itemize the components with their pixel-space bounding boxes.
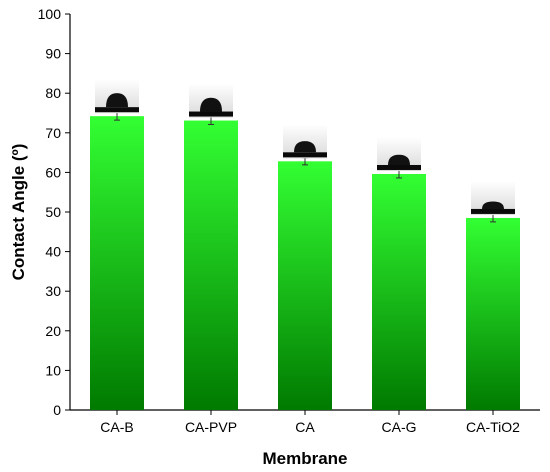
x-tick-label: CA-G — [382, 419, 417, 435]
bar — [90, 116, 144, 410]
y-tick-label: 70 — [45, 125, 61, 141]
x-tick-label: CA-PVP — [185, 419, 237, 435]
droplet-substrate — [377, 164, 421, 170]
droplet-icon — [482, 201, 504, 209]
droplet-substrate — [471, 208, 515, 214]
x-tick-label: CA — [295, 419, 315, 435]
bar — [184, 120, 238, 411]
droplet-icon — [388, 154, 410, 165]
droplet-substrate — [189, 111, 233, 117]
x-tick-label: CA-B — [100, 419, 133, 435]
droplet-substrate — [283, 152, 327, 158]
y-tick-label: 40 — [45, 244, 61, 260]
y-tick-label: 30 — [45, 283, 61, 299]
y-tick-label: 10 — [45, 362, 61, 378]
droplet-icon — [106, 93, 128, 108]
droplet-substrate — [95, 107, 139, 113]
bar — [278, 161, 332, 410]
y-tick-label: 20 — [45, 323, 61, 339]
bar — [466, 217, 520, 410]
x-tick-label: CA-TiO2 — [466, 419, 520, 435]
y-axis-title: Contact Angle (º) — [9, 144, 28, 281]
y-tick-label: 50 — [45, 204, 61, 220]
droplet-insets — [95, 79, 515, 215]
y-tick-label: 100 — [38, 6, 62, 22]
y-axis-ticks: 0 10 20 30 40 50 60 70 80 90 100 — [38, 6, 70, 418]
droplet-icon — [294, 141, 316, 153]
x-axis-ticks: CA-B CA-PVP CA CA-G CA-TiO2 — [100, 410, 520, 435]
y-tick-label: 90 — [45, 46, 61, 62]
x-axis-title: Membrane — [262, 449, 347, 468]
y-tick-label: 0 — [53, 402, 61, 418]
droplet-icon — [200, 97, 222, 112]
bars — [90, 111, 520, 411]
y-tick-label: 60 — [45, 164, 61, 180]
bar — [372, 173, 426, 410]
y-tick-label: 80 — [45, 85, 61, 101]
